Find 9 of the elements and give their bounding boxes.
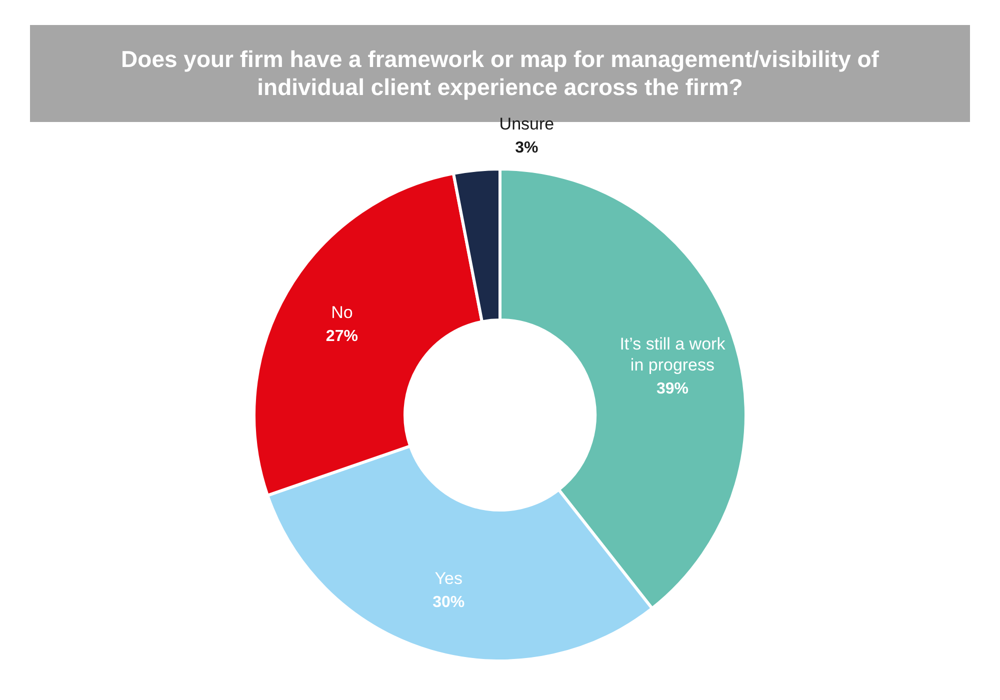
data-label: 3% xyxy=(515,139,538,156)
slice-label: Unsure xyxy=(499,114,554,134)
data-label: 27% xyxy=(326,328,358,345)
chart-title: Does your firm have a framework or map for management/visibility of individual client experience across the firm? xyxy=(121,46,880,100)
data-label: 30% xyxy=(432,594,465,612)
slice-label: It’s still a work in progress xyxy=(620,334,726,374)
data-label: 39% xyxy=(656,380,688,398)
slice-label: Yes xyxy=(434,569,462,588)
slice-label: No xyxy=(331,302,353,322)
